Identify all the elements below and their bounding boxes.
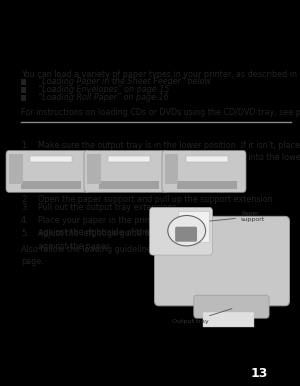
Text: Also follow the loading guidelines on the next
page.: Also follow the loading guidelines on th… (21, 245, 204, 266)
Bar (21, 87, 26, 93)
Text: 2.: 2. (21, 195, 28, 204)
Bar (9, 154, 22, 184)
Bar (87, 154, 101, 184)
Bar (21, 79, 26, 85)
Text: “Loading Paper in the Sheet Feeder” below: “Loading Paper in the Sheet Feeder” belo… (38, 77, 211, 86)
FancyBboxPatch shape (175, 227, 197, 242)
Bar (21, 95, 26, 101)
Ellipse shape (168, 215, 206, 246)
FancyBboxPatch shape (6, 151, 90, 192)
Text: Pull out the output tray extensions.: Pull out the output tray extensions. (38, 203, 179, 212)
Text: “Loading Roll Paper” on page 16: “Loading Roll Paper” on page 16 (38, 93, 168, 102)
Text: 1.: 1. (21, 141, 28, 149)
Text: Open the paper support and pull up the support extension.: Open the paper support and pull up the s… (38, 195, 274, 204)
Text: Make sure the output tray is in the lower position. If it isn’t, place one hand : Make sure the output tray is in the lowe… (38, 141, 300, 162)
Text: Place your paper in the printer and slide it
against the right side of the sheet: Place your paper in the printer and slid… (38, 216, 208, 237)
FancyBboxPatch shape (84, 151, 168, 192)
Bar (21, 181, 81, 189)
Text: For instructions on loading CDs or DVDs using the CD/DVD tray, see page 63.: For instructions on loading CDs or DVDs … (21, 108, 300, 117)
Text: 3.: 3. (21, 203, 28, 212)
Text: Output tray: Output tray (172, 309, 232, 324)
FancyBboxPatch shape (150, 208, 212, 255)
Text: 5.: 5. (21, 229, 28, 238)
Bar (99, 181, 159, 189)
Bar (108, 156, 150, 162)
Bar (30, 156, 72, 162)
Text: You can load a variety of paper types in your printer, as described in these sec: You can load a variety of paper types in… (21, 70, 300, 80)
Text: Loading Paper in the Sheet Feeder: Loading Paper in the Sheet Feeder (21, 125, 281, 137)
FancyBboxPatch shape (162, 151, 246, 192)
Bar (186, 156, 228, 162)
Text: Adjust the left edge guide to fit lightly
against the paper.: Adjust the left edge guide to fit lightl… (38, 229, 190, 251)
Text: 4.: 4. (21, 216, 28, 225)
Text: 13: 13 (251, 367, 268, 380)
Bar (165, 154, 178, 184)
Text: Loading Paper: Loading Paper (21, 39, 173, 58)
Bar (203, 313, 254, 327)
FancyBboxPatch shape (154, 216, 290, 306)
Bar (177, 181, 237, 189)
Text: “Loading Envelopes” on page 15: “Loading Envelopes” on page 15 (38, 85, 169, 94)
FancyBboxPatch shape (194, 295, 269, 318)
Text: Paper
support: Paper support (210, 211, 265, 222)
Bar (178, 211, 209, 242)
